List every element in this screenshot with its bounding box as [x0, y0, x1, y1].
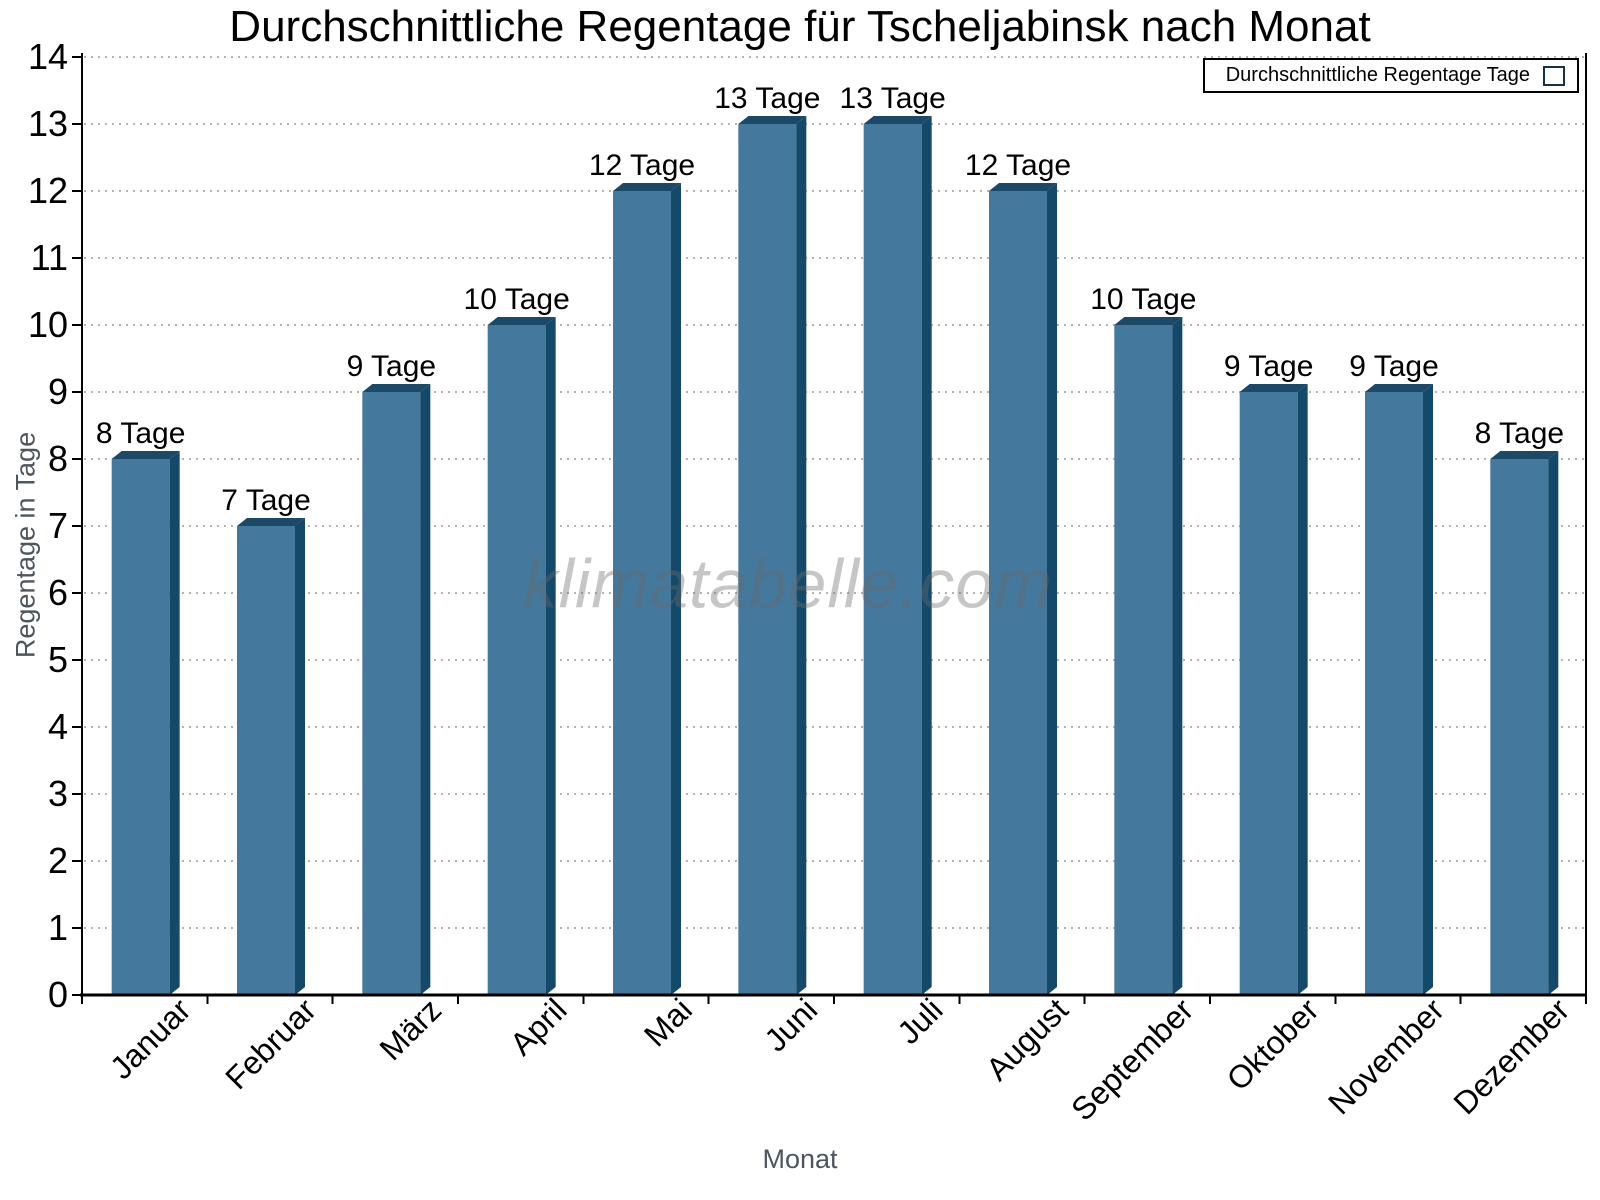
- y-tick-label-11: 11: [31, 237, 68, 278]
- bar-april: [487, 325, 546, 995]
- y-tick-label-1: 1: [48, 907, 68, 948]
- y-axis-title: Regentage in Tage: [10, 431, 41, 659]
- bar-value-label-januar: 8 Tage: [96, 417, 186, 450]
- bar-top-mai: [613, 183, 681, 191]
- bar-value-label-juli: 13 Tage: [840, 82, 946, 115]
- bar-side-november: [1423, 384, 1433, 995]
- x-tick-label-maerz: März: [373, 991, 449, 1067]
- y-tick-label-6: 6: [48, 572, 68, 613]
- x-tick-label-juli: Juli: [890, 991, 949, 1050]
- bar-top-januar: [111, 451, 180, 459]
- y-tick-label-12: 12: [28, 170, 68, 211]
- y-tick-label-8: 8: [48, 438, 68, 479]
- y-tick-label-2: 2: [48, 840, 68, 881]
- bar-top-maerz: [362, 384, 431, 392]
- bar-dezember: [1490, 459, 1549, 995]
- legend: Durchschnittliche Regentage Tage: [1203, 58, 1579, 93]
- y-tick-label-14: 14: [28, 36, 68, 77]
- bar-value-label-august: 12 Tage: [965, 149, 1071, 182]
- x-tick-label-juni: Juni: [757, 991, 824, 1058]
- bar-top-dezember: [1490, 451, 1559, 459]
- bar-oktober: [1239, 392, 1298, 995]
- bar-value-label-november: 9 Tage: [1349, 350, 1439, 383]
- y-tick-label-13: 13: [28, 103, 68, 144]
- y-tick-label-5: 5: [48, 639, 68, 680]
- bar-november: [1365, 392, 1423, 995]
- y-tick-label-9: 9: [48, 371, 68, 412]
- x-tick-label-januar: Januar: [103, 991, 198, 1086]
- x-tick-label-august: August: [979, 991, 1075, 1087]
- bar-value-label-juni: 13 Tage: [714, 82, 820, 115]
- bar-top-juli: [863, 116, 932, 124]
- bar-juni: [738, 124, 797, 995]
- legend-label: Durchschnittliche Regentage Tage: [1225, 64, 1530, 86]
- bar-side-juni: [796, 116, 807, 995]
- bar-value-label-februar: 7 Tage: [221, 484, 311, 517]
- bar-side-mai: [671, 183, 681, 995]
- bar-side-maerz: [420, 384, 431, 995]
- bar-top-april: [487, 317, 556, 325]
- x-tick-label-februar: Februar: [218, 991, 323, 1096]
- bar-top-juni: [738, 116, 807, 124]
- x-tick-label-november: November: [1321, 991, 1451, 1121]
- bar-side-september: [1172, 317, 1183, 995]
- bar-top-februar: [237, 518, 305, 526]
- bar-maerz: [362, 392, 421, 995]
- bar-februar: [237, 526, 295, 995]
- bar-top-september: [1114, 317, 1183, 325]
- bar-side-oktober: [1297, 384, 1308, 995]
- bar-september: [1114, 325, 1173, 995]
- x-axis-title: Monat: [762, 1144, 838, 1174]
- x-tick-label-oktober: Oktober: [1220, 991, 1326, 1097]
- y-tick-label-3: 3: [48, 773, 68, 814]
- bar-top-august: [989, 183, 1057, 191]
- bar-juli: [863, 124, 922, 995]
- bar-value-label-oktober: 9 Tage: [1224, 350, 1314, 383]
- bar-top-oktober: [1239, 384, 1308, 392]
- bar-value-label-maerz: 9 Tage: [347, 350, 437, 383]
- bar-januar: [111, 459, 170, 995]
- y-tick-label-10: 10: [28, 304, 68, 345]
- legend-color-swatch: [1543, 65, 1565, 86]
- bar-value-label-april: 10 Tage: [464, 283, 570, 316]
- bar-side-januar: [169, 451, 180, 995]
- x-tick-label-april: April: [503, 991, 574, 1062]
- x-tick-label-september: September: [1064, 991, 1200, 1127]
- bar-value-label-september: 10 Tage: [1090, 283, 1196, 316]
- bar-august: [989, 191, 1047, 995]
- bar-side-april: [545, 317, 556, 995]
- bar-side-dezember: [1548, 451, 1559, 995]
- bar-side-august: [1047, 183, 1057, 995]
- chart-title: Durchschnittliche Regentage für Tschelja…: [229, 2, 1371, 51]
- bar-mai: [613, 191, 671, 995]
- bar-value-label-dezember: 8 Tage: [1475, 417, 1565, 450]
- x-tick-label-dezember: Dezember: [1446, 991, 1576, 1121]
- y-tick-label-4: 4: [48, 706, 68, 747]
- x-tick-label-mai: Mai: [637, 991, 699, 1053]
- y-tick-label-0: 0: [48, 974, 68, 1015]
- bar-side-juli: [921, 116, 932, 995]
- bar-value-label-mai: 12 Tage: [589, 149, 695, 182]
- bar-side-februar: [295, 518, 305, 995]
- bar-top-november: [1365, 384, 1433, 392]
- y-tick-label-7: 7: [48, 505, 68, 546]
